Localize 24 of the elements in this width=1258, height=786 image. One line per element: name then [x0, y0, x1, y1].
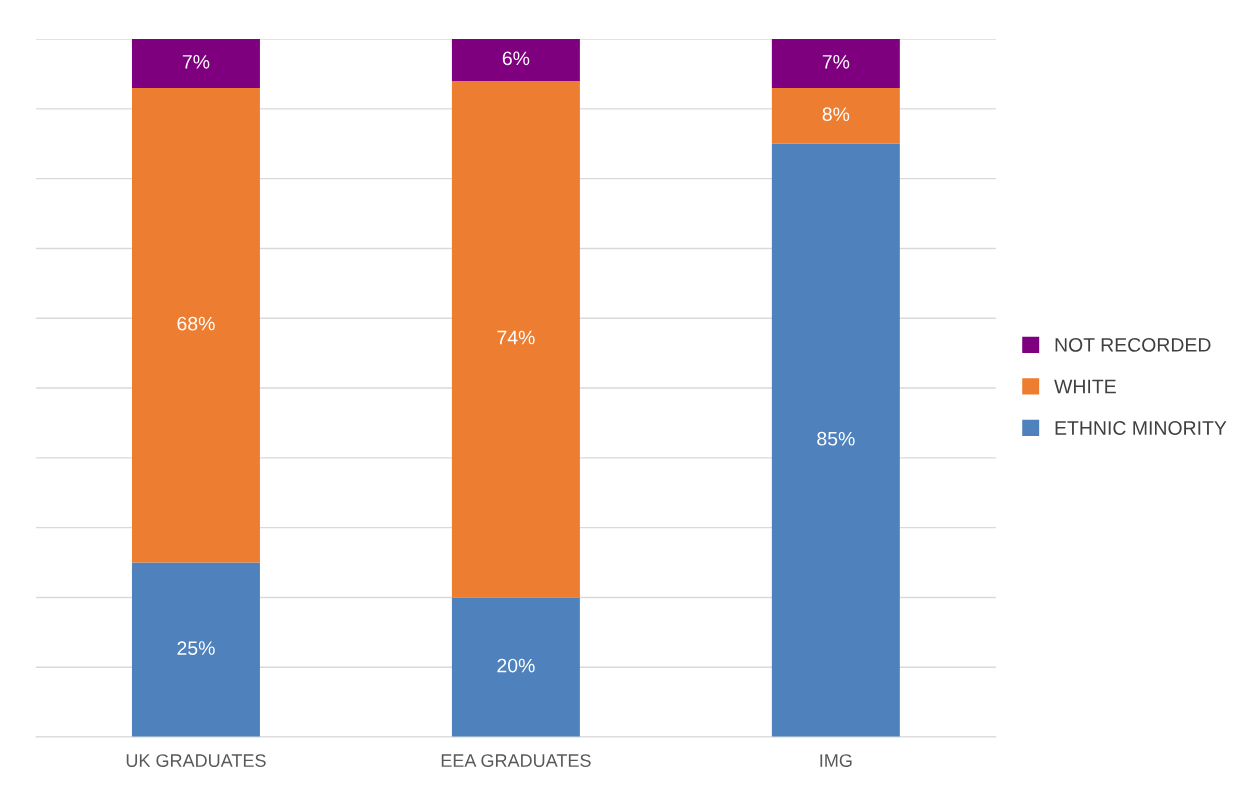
x-tick-label: IMG — [820, 754, 852, 767]
data-label: 7% — [182, 55, 210, 69]
legend-label: WHITE — [1054, 379, 1116, 394]
data-label: 20% — [497, 658, 535, 673]
x-tick-label: EEA GRADUATES — [441, 754, 591, 767]
data-label: 85% — [817, 431, 855, 446]
data-label: 8% — [822, 107, 850, 122]
bar — [451, 39, 580, 81]
bar — [131, 39, 260, 88]
legend-label: ETHNIC MINORITY — [1055, 421, 1227, 435]
data-label: 68% — [177, 316, 215, 331]
bar — [131, 87, 260, 563]
data-label: 7% — [822, 55, 850, 69]
bar — [451, 80, 580, 598]
legend-label: NOT RECORDED — [1055, 337, 1211, 352]
bar — [771, 87, 900, 144]
bar — [771, 143, 900, 738]
bar — [451, 597, 580, 738]
bar — [771, 39, 900, 88]
bar — [131, 562, 260, 738]
data-label: 74% — [497, 330, 535, 345]
data-label: 6% — [502, 51, 530, 66]
data-label: 25% — [177, 641, 215, 656]
x-tick-label: UK GRADUATES — [126, 754, 266, 767]
